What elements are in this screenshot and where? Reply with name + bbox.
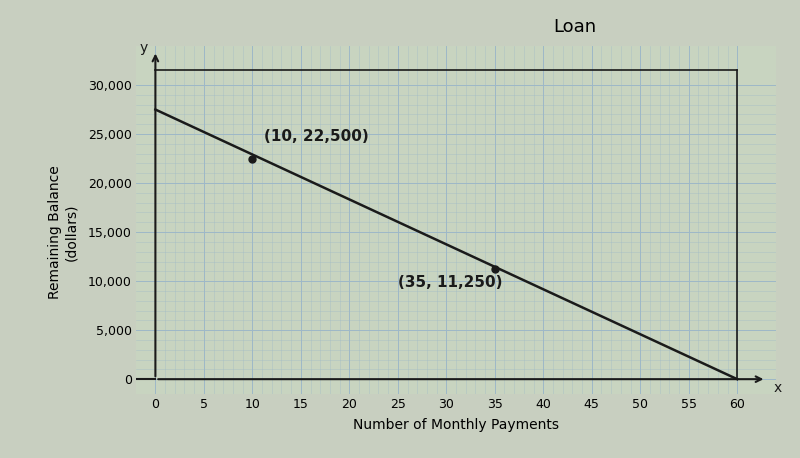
Text: x: x: [774, 381, 782, 395]
Text: y: y: [140, 41, 148, 55]
Text: Remaining Balance
(dollars): Remaining Balance (dollars): [48, 165, 78, 299]
X-axis label: Number of Monthly Payments: Number of Monthly Payments: [353, 418, 559, 432]
Text: (35, 11,250): (35, 11,250): [398, 275, 502, 290]
Text: Loan: Loan: [554, 18, 597, 36]
Text: (10, 22,500): (10, 22,500): [264, 129, 369, 144]
